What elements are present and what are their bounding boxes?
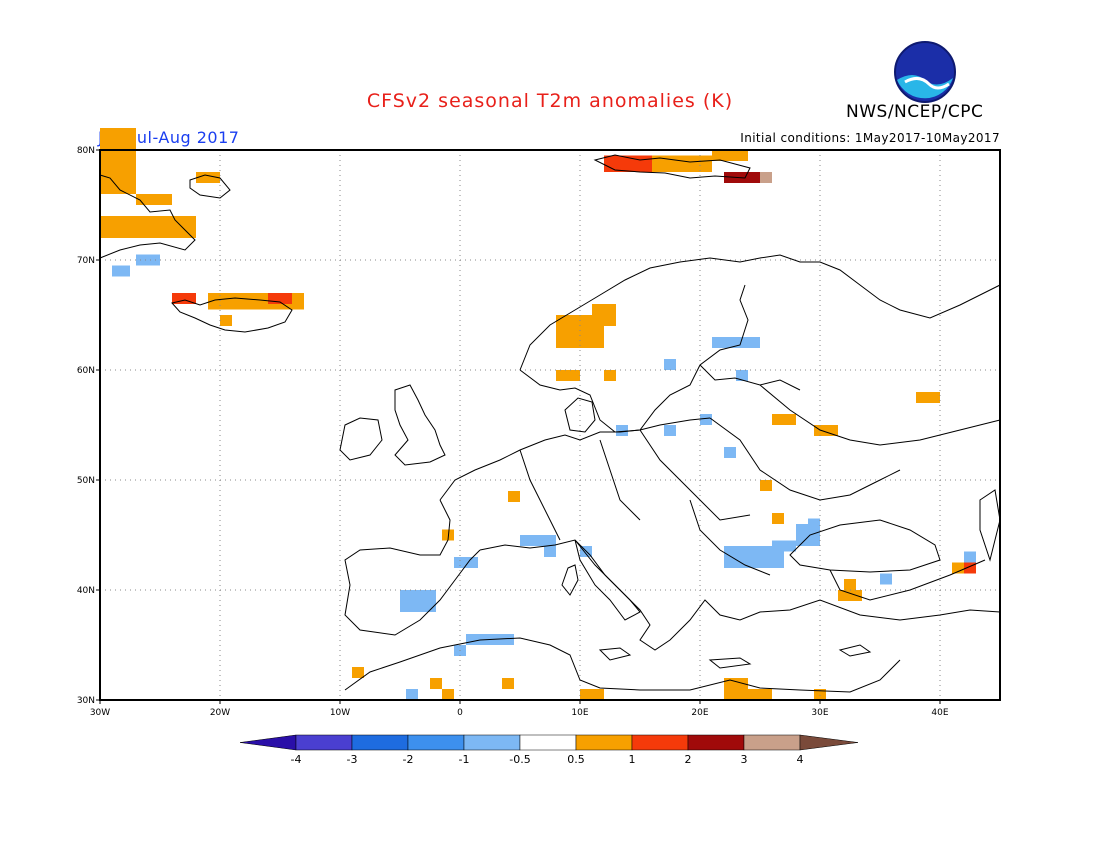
axis-ticks: 30W 20W 10W 0 10E 20E 30E 40E 80N 70N 60N 50N 40N 30N [77, 146, 949, 718]
anomaly-cell [112, 265, 130, 277]
anomaly-cell [592, 304, 616, 326]
anomaly-cell [880, 573, 892, 585]
y-tick-label: 30N [77, 696, 95, 706]
legend-label: -3 [347, 753, 358, 766]
legend-label: -2 [403, 753, 414, 766]
chart-title: CFSv2 seasonal T2m anomalies (K) [366, 90, 734, 112]
anomaly-cell [100, 216, 196, 238]
legend-swatch [463, 734, 521, 751]
map-frame [99, 149, 1001, 701]
x-tick-label: 20E [691, 708, 708, 718]
anomaly-cell [724, 546, 784, 568]
y-tick-label: 70N [77, 256, 95, 266]
x-tick-label: 20W [210, 708, 230, 718]
anomaly-cell [352, 667, 364, 678]
legend-label: 2 [685, 753, 692, 766]
anomaly-cell [712, 337, 760, 348]
legend-label: 3 [741, 753, 748, 766]
anomaly-cell [196, 172, 220, 183]
anomaly-cell [916, 392, 940, 403]
anomaly-cell [700, 414, 712, 425]
map-background [100, 150, 1000, 700]
anomaly-cell [172, 293, 196, 304]
anomaly-cell [406, 689, 418, 700]
anomaly-cell [604, 370, 616, 381]
graticule [100, 150, 1000, 700]
initial-conditions: Initial conditions: 1May2017-10May2017 [740, 131, 1000, 145]
anomaly-cell [430, 678, 442, 689]
anomaly-cell [580, 689, 604, 700]
color-legend: -4 -3 -2 -1 -0.5 0.5 1 2 3 4 [239, 734, 859, 766]
y-tick-label: 80N [77, 146, 95, 156]
anomaly-cell [220, 315, 232, 326]
legend-label: -4 [291, 753, 302, 766]
y-tick-label: 50N [77, 476, 95, 486]
legend-label: 4 [797, 753, 804, 766]
legend-swatch [407, 734, 465, 751]
x-tick-label: 10W [330, 708, 350, 718]
x-tick-label: 10E [571, 708, 588, 718]
anomaly-cell [556, 370, 580, 381]
anomaly-cell [508, 491, 520, 502]
anomaly-cell [100, 128, 136, 194]
anomaly-cell [616, 425, 628, 436]
anomaly-cell [964, 551, 976, 563]
anomaly-cell [442, 689, 454, 700]
legend-label: -0.5 [509, 753, 530, 766]
x-tick-label: 30W [90, 708, 110, 718]
legend-swatch [575, 734, 633, 751]
legend-arrow-high [799, 734, 859, 751]
anomaly-cell [136, 194, 172, 205]
credit-label: NWS/NCEP/CPC [846, 102, 984, 122]
legend-swatch [743, 734, 801, 751]
y-tick-label: 40N [77, 586, 95, 596]
legend-label: 0.5 [567, 753, 585, 766]
legend-label: 1 [629, 753, 636, 766]
anomaly-cell [736, 370, 748, 381]
anomaly-cell [760, 480, 772, 491]
anomaly-cell [712, 150, 748, 161]
coastlines [99, 154, 1001, 693]
anomaly-cell [760, 172, 772, 183]
anomaly-cell [964, 562, 976, 574]
anomaly-cell [814, 425, 838, 436]
anomaly-cell [838, 590, 862, 601]
legend-swatch [631, 734, 689, 751]
legend-arrow-low [239, 734, 297, 751]
legend-swatch [351, 734, 409, 751]
x-tick-label: 40E [931, 708, 948, 718]
anomaly-cell [664, 359, 676, 370]
legend-swatch [295, 734, 353, 751]
anomaly-cell [772, 540, 796, 552]
anomaly-cell [772, 513, 784, 524]
anomaly-cell [400, 590, 436, 612]
anomaly-cell [268, 293, 292, 304]
anomaly-cell [844, 579, 856, 590]
anomaly-cell [502, 678, 514, 689]
anomaly-cell [808, 518, 820, 530]
noaa-logo [894, 41, 956, 103]
x-tick-label: 0 [457, 708, 463, 718]
legend-swatch [687, 734, 745, 751]
anomaly-cell [748, 689, 772, 700]
anomaly-cell [454, 557, 478, 568]
anomaly-cell [652, 155, 712, 172]
anomaly-cell [136, 254, 160, 266]
anomaly-cell [544, 546, 556, 557]
x-tick-label: 30E [811, 708, 828, 718]
anomaly-cell [952, 562, 964, 574]
anomaly-cell [520, 535, 556, 546]
anomaly-cell [724, 447, 736, 458]
anomaly-cell [814, 689, 826, 700]
y-tick-label: 60N [77, 366, 95, 376]
anomaly-cell [772, 414, 796, 425]
anomaly-cell [664, 425, 676, 436]
legend-swatch [519, 734, 577, 751]
legend-label: -1 [459, 753, 470, 766]
